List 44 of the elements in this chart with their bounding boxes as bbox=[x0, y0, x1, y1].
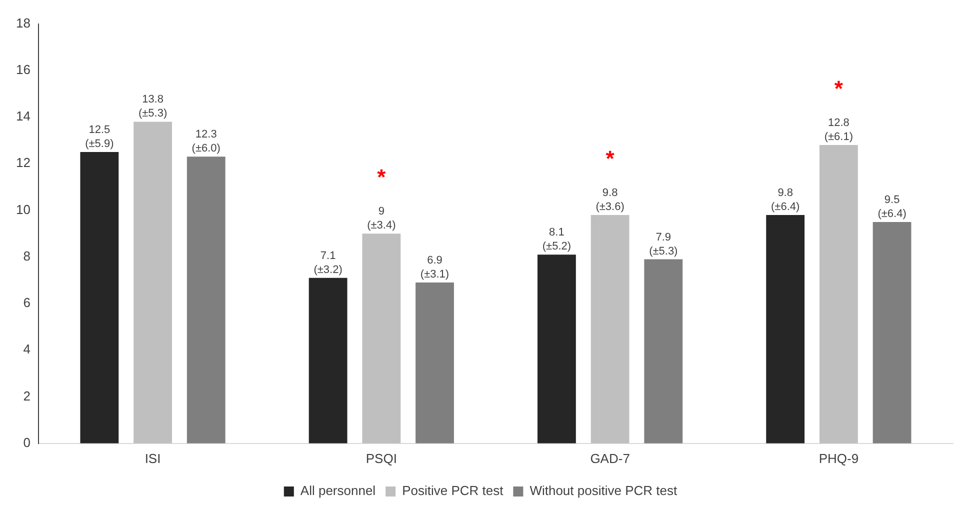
data-label: 9.8 (±3.6) bbox=[596, 186, 624, 213]
y-tick-label: 14 bbox=[16, 108, 30, 124]
legend-label: Without positive PCR test bbox=[530, 483, 678, 498]
bar bbox=[644, 259, 683, 444]
x-tick-label: GAD-7 bbox=[590, 450, 630, 466]
y-tick-label: 12 bbox=[16, 155, 30, 170]
annotation: * bbox=[834, 76, 844, 102]
bar bbox=[362, 234, 401, 444]
x-tick-label: ISI bbox=[144, 450, 161, 466]
y-tick-label: 6 bbox=[23, 295, 30, 310]
y-tick-label: 18 bbox=[16, 15, 30, 30]
bar bbox=[537, 254, 576, 444]
y-tick-label: 4 bbox=[23, 342, 30, 357]
y-tick-label: 16 bbox=[16, 62, 30, 77]
bar bbox=[819, 145, 858, 444]
bar bbox=[766, 214, 805, 444]
bar bbox=[590, 214, 630, 444]
data-label: 7.9 (±5.3) bbox=[649, 231, 678, 258]
y-tick-label: 0 bbox=[23, 434, 30, 450]
data-label: 7.1 (±3.2) bbox=[314, 250, 342, 276]
legend-label: All personnel bbox=[300, 483, 376, 498]
bar bbox=[308, 278, 348, 444]
y-tick-label: 8 bbox=[23, 248, 30, 264]
data-label: 12.8 (±6.1) bbox=[824, 117, 854, 144]
y-tick-label: 2 bbox=[23, 388, 30, 404]
annotation: * bbox=[377, 164, 386, 190]
y-tick-label: 10 bbox=[16, 202, 30, 217]
data-label: 9.5 (±6.4) bbox=[878, 194, 906, 220]
data-label: 6.9 (±3.1) bbox=[420, 254, 450, 281]
data-label: 9.8 (±6.4) bbox=[771, 186, 800, 213]
bar bbox=[80, 152, 119, 444]
bar bbox=[872, 222, 912, 444]
legend-label: Positive PCR test bbox=[402, 483, 504, 498]
bar bbox=[416, 282, 454, 444]
data-label: 12.5 (±5.9) bbox=[85, 124, 114, 150]
data-label: 12.3 (±6.0) bbox=[192, 128, 220, 155]
data-label: 13.8 (±5.3) bbox=[138, 94, 168, 120]
bar bbox=[134, 122, 172, 444]
x-tick-label: PHQ-9 bbox=[818, 450, 859, 466]
annotation: * bbox=[606, 146, 615, 172]
x-tick-label: PSQI bbox=[366, 450, 397, 466]
bar bbox=[186, 156, 226, 444]
data-label: 8.1 (±5.2) bbox=[542, 226, 572, 253]
data-label: 9 (±3.4) bbox=[367, 206, 396, 232]
